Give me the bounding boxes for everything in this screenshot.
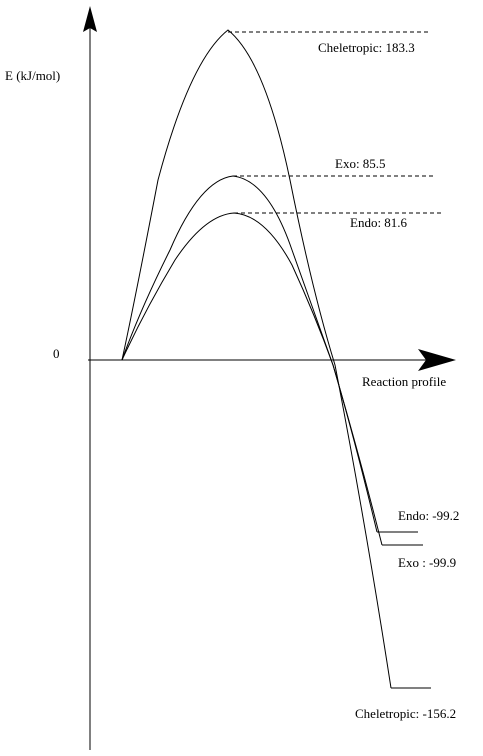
x-axis-label: Reaction profile	[362, 374, 446, 389]
exo-product-label: Exo : -99.9	[398, 555, 456, 570]
x-axis-arrow	[418, 349, 456, 371]
origin-label: 0	[53, 346, 60, 361]
cheletropic-curve	[121, 29, 392, 689]
endo-product-label: Endo: -99.2	[398, 508, 459, 523]
y-axis-arrow	[83, 6, 97, 32]
cheletropic-ts-label: Cheletropic: 183.3	[318, 40, 415, 55]
exo-ts-label: Exo: 85.5	[335, 156, 386, 171]
y-axis-label: E (kJ/mol)	[5, 68, 60, 83]
cheletropic-product-label: Cheletropic: -156.2	[355, 706, 456, 721]
endo-curve	[121, 212, 378, 533]
endo-ts-label: Endo: 81.6	[350, 215, 408, 230]
